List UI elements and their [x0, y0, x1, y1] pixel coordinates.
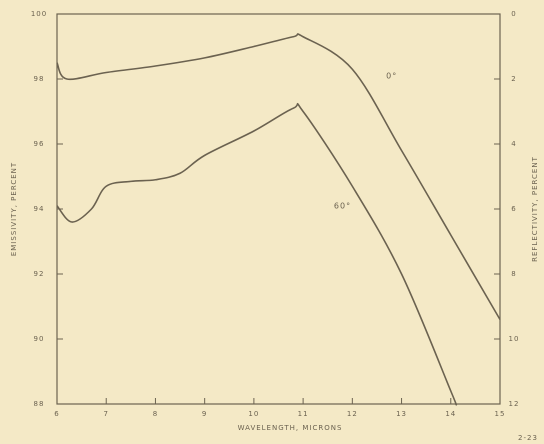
y-tick-label: 90	[34, 335, 45, 343]
y2-tick-label: 8	[511, 270, 516, 278]
y-tick-label: 96	[34, 140, 45, 148]
x-tick-label: 11	[298, 410, 309, 418]
y2-tick-label: 6	[511, 205, 516, 213]
x-tick-label: 6	[54, 410, 59, 418]
y2-tick-label: 10	[509, 335, 520, 343]
y2-axis-title: REFLECTIVITY, PERCENT	[531, 156, 539, 262]
x-axis-title: WAVELENGTH, MICRONS	[238, 424, 343, 432]
y2-tick-label: 4	[511, 140, 516, 148]
x-tick-label: 9	[202, 410, 207, 418]
y-axis-title: EMISSIVITY, PERCENT	[10, 162, 18, 256]
series-line	[56, 102, 458, 406]
series-line	[56, 33, 501, 320]
x-tick-label: 15	[495, 410, 506, 418]
x-tick-label: 12	[347, 410, 358, 418]
x-tick-label: 10	[248, 410, 259, 418]
y2-tick-label: 2	[511, 75, 516, 83]
x-tick-label: 14	[445, 410, 456, 418]
curve-label: 60°	[334, 201, 351, 210]
y2-tick-label: 12	[509, 400, 520, 408]
y-tick-label: 100	[31, 10, 47, 18]
y-tick-label: 94	[34, 205, 45, 213]
x-tick-label: 7	[103, 410, 108, 418]
x-tick-label: 8	[153, 410, 158, 418]
y-tick-label: 88	[34, 400, 45, 408]
y-tick-label: 98	[34, 75, 45, 83]
y-tick-label: 92	[34, 270, 45, 278]
x-tick-label: 13	[396, 410, 407, 418]
y2-tick-label: 0	[511, 10, 516, 18]
curve-label: 0°	[386, 71, 397, 80]
corner-note: 2-23	[518, 434, 538, 442]
